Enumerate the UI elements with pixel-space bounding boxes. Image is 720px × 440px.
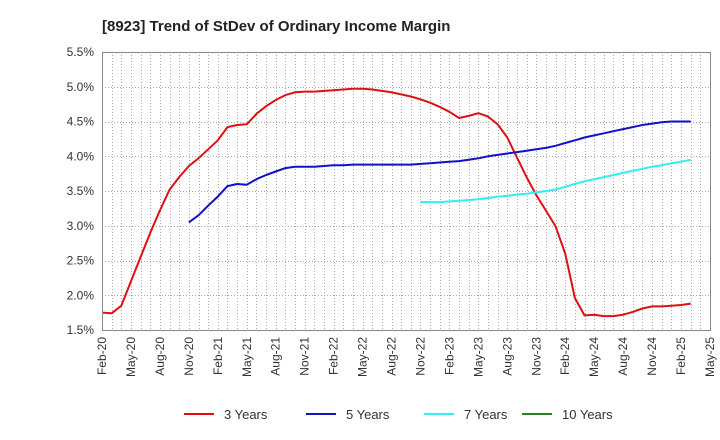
x-tick-label: Nov-23 (529, 337, 543, 376)
x-tick-label: Feb-24 (558, 337, 572, 375)
y-tick-label: 3.5% (67, 184, 95, 198)
y-tick-label: 5.0% (67, 80, 95, 94)
x-tick-label: Aug-22 (385, 337, 399, 376)
chart-title: [8923] Trend of StDev of Ordinary Income… (102, 18, 450, 35)
x-tick-label: May-25 (703, 337, 717, 377)
y-tick-label: 3.0% (67, 219, 95, 233)
y-axis: 5.5% 5.0% 4.5% 4.0% 3.5% 3.0% 2.5% 2.0% 1.5% (67, 45, 95, 337)
x-tick-label: Feb-20 (95, 337, 109, 375)
y-tick-label: 5.5% (67, 45, 95, 59)
x-tick-label: May-21 (240, 337, 254, 377)
x-tick-label: Nov-20 (182, 337, 196, 376)
x-tick-label: May-23 (471, 337, 485, 377)
x-tick-label: May-22 (356, 337, 370, 377)
x-tick-label: Aug-21 (269, 337, 283, 376)
legend-label: 5 Years (346, 407, 390, 422)
series-line-7-years (420, 158, 691, 204)
legend: 3 Years 5 Years 7 Years 10 Years (184, 407, 613, 422)
y-tick-label: 4.5% (67, 115, 95, 129)
y-tick-label: 2.0% (67, 288, 95, 302)
x-tick-label: Aug-24 (616, 337, 630, 376)
series-line-5-years (188, 120, 691, 224)
x-tick-label: Nov-24 (645, 337, 659, 376)
x-tick-label: Nov-22 (413, 337, 427, 376)
y-tick-label: 2.5% (67, 254, 95, 268)
legend-label: 10 Years (562, 407, 613, 422)
x-axis: Feb-20 May-20 Aug-20 Nov-20 Feb-21 May-21 Aug-… (95, 337, 717, 377)
x-tick-label: Aug-20 (153, 337, 167, 376)
x-tick-label: Feb-25 (674, 337, 688, 375)
x-tick-label: May-24 (587, 337, 601, 377)
legend-label: 7 Years (464, 407, 508, 422)
y-tick-label: 1.5% (67, 323, 95, 337)
legend-label: 3 Years (224, 407, 268, 422)
x-tick-label: Feb-21 (211, 337, 225, 375)
series-layer (101, 87, 691, 318)
x-tick-label: Feb-22 (327, 337, 341, 375)
series-line-3-years (101, 87, 691, 318)
x-tick-label: Nov-21 (298, 337, 312, 376)
x-tick-label: May-20 (124, 337, 138, 377)
x-tick-label: Aug-23 (500, 337, 514, 376)
grid (102, 52, 710, 330)
y-tick-label: 4.0% (67, 149, 95, 163)
plot-frame (102, 52, 711, 331)
x-tick-label: Feb-23 (442, 337, 456, 375)
